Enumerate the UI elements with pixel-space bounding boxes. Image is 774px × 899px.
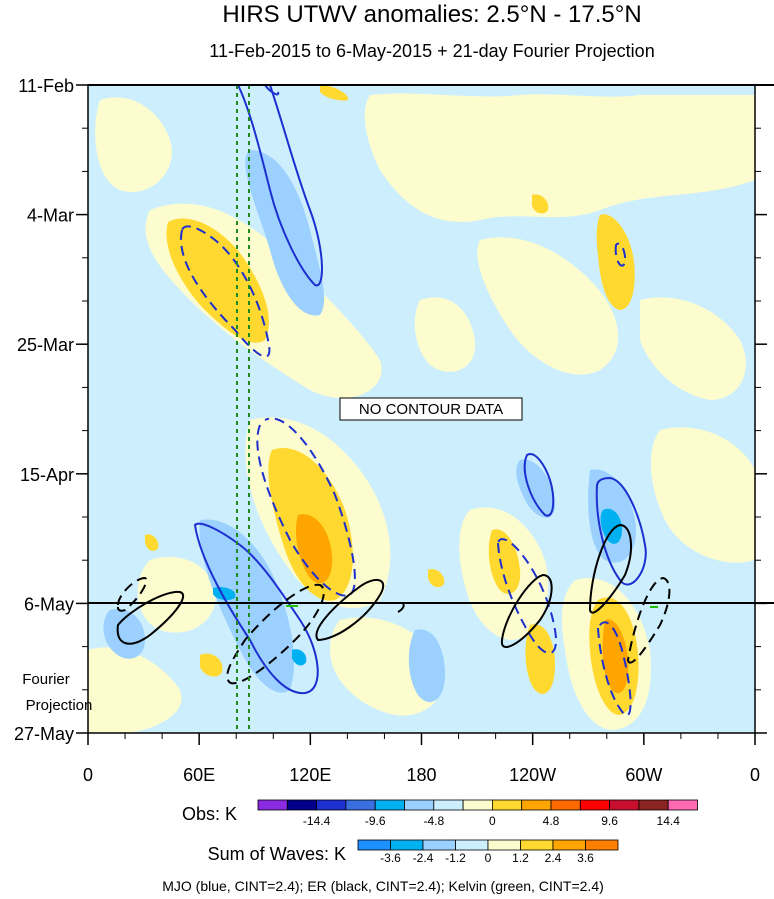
colorbar-tick-label: -2.4 xyxy=(413,851,434,865)
colorbar-cell xyxy=(374,799,405,811)
colorbar-cell xyxy=(462,799,493,811)
colorbar-tick-label: -3.6 xyxy=(380,851,401,865)
x-tick-label: 0 xyxy=(750,765,760,785)
annotation-text: NO CONTOUR DATA xyxy=(359,401,503,418)
y-tick-label: 15-Apr xyxy=(20,465,74,485)
colorbar-tick-label: 9.6 xyxy=(601,814,618,828)
colorbar-cell xyxy=(433,799,464,811)
colorbar-cell xyxy=(667,799,698,811)
colorbar-cell xyxy=(585,839,619,851)
colorbar-cell xyxy=(579,799,610,811)
obs-colorbar-label: Obs: K xyxy=(182,804,237,824)
colorbar-cell xyxy=(550,799,581,811)
colorbar-tick-label: -14.4 xyxy=(303,814,331,828)
colorbar-cell xyxy=(520,839,554,851)
colorbar-tick-label: 3.6 xyxy=(577,851,594,865)
colorbar-cell xyxy=(316,799,347,811)
y-tick-label: 25-Mar xyxy=(17,335,74,355)
annotation-box xyxy=(339,397,523,421)
colorbar-cell xyxy=(357,839,391,851)
chart-subtitle: 11-Feb-2015 to 6-May-2015 + 21-day Fouri… xyxy=(209,41,654,61)
colorbar-cell xyxy=(487,839,521,851)
axes: 0 60E 120E 180 120W 60W 0 11-Feb 4-Mar 25-Mar 15-A… xyxy=(14,76,767,785)
waves-colorbar: -3.6 -2.4 -1.2 0 1.2 2.4 3.6 xyxy=(357,839,619,865)
waves-colorbar-label: Sum of Waves: K xyxy=(208,844,346,864)
mjo-contours xyxy=(193,85,647,695)
colorbar-cell xyxy=(552,839,586,851)
colorbar-tick-label: 1.2 xyxy=(512,851,529,865)
reference-lines xyxy=(236,85,250,733)
x-tick-label: 60W xyxy=(625,765,662,785)
y-tick-label: 6-May xyxy=(24,594,74,614)
projection-label-line2: Projection xyxy=(26,697,93,714)
colorbar-cell xyxy=(638,799,669,811)
projection-label-line1: Fourier xyxy=(22,671,70,688)
colorbar-cell xyxy=(422,839,456,851)
er-dashed-contours xyxy=(116,576,671,685)
colorbar-tick-label: 0 xyxy=(485,851,492,865)
x-tick-label: 120E xyxy=(289,765,331,785)
colorbar-tick-label: 2.4 xyxy=(545,851,562,865)
colorbar-tick-label: 14.4 xyxy=(657,814,681,828)
colorbar-tick-label: -9.6 xyxy=(365,814,386,828)
colorbar-tick-label: -4.8 xyxy=(423,814,444,828)
y-tick-label: 27-May xyxy=(14,724,74,744)
colorbar-cell xyxy=(455,839,489,851)
y-tick-label: 11-Feb xyxy=(18,76,74,96)
x-tick-label: 0 xyxy=(83,765,93,785)
colorbar-cell xyxy=(609,799,640,811)
colorbar-cell xyxy=(521,799,552,811)
colorbar-cell xyxy=(491,799,523,811)
x-tick-label: 120W xyxy=(509,765,556,785)
x-tick-label: 60E xyxy=(183,765,215,785)
colorbar-tick-label: -1.2 xyxy=(445,851,466,865)
obs-colorbar: -14.4 -9.6 -4.8 0 4.8 9.6 14.4 xyxy=(257,799,698,828)
anomaly-field xyxy=(88,85,755,733)
colorbar-cell xyxy=(286,799,317,811)
colorbar-tick-label: 0 xyxy=(489,814,496,828)
colorbar-tick-label: 4.8 xyxy=(543,814,560,828)
colorbar-cell xyxy=(404,799,435,811)
y-tick-label: 4-Mar xyxy=(27,206,74,226)
colorbar-cell xyxy=(345,799,376,811)
chart-title: HIRS UTWV anomalies: 2.5°N - 17.5°N xyxy=(222,1,641,28)
footer-legend: MJO (blue, CINT=2.4); ER (black, CINT=2.… xyxy=(162,878,604,894)
x-tick-label: 180 xyxy=(406,765,436,785)
colorbar-cell xyxy=(390,839,424,851)
colorbar-cell xyxy=(257,799,288,811)
kelvin-contours xyxy=(286,605,658,608)
